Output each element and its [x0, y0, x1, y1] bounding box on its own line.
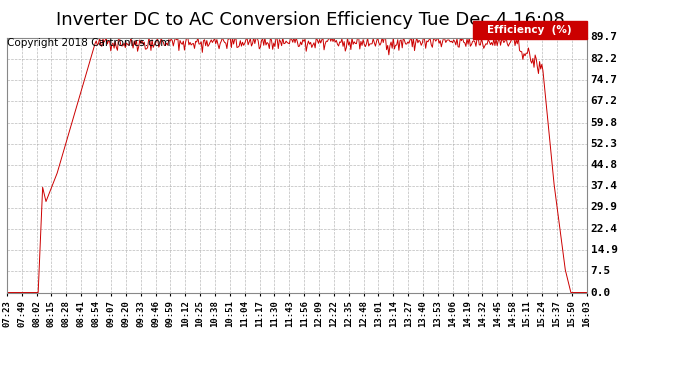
Text: 67.2: 67.2	[591, 96, 618, 106]
Text: Copyright 2018 Cartronics.com: Copyright 2018 Cartronics.com	[7, 38, 170, 48]
Text: 74.7: 74.7	[591, 75, 618, 85]
Text: 52.3: 52.3	[591, 139, 618, 149]
Text: Efficiency  (%): Efficiency (%)	[487, 26, 572, 35]
Text: 0.0: 0.0	[591, 288, 611, 297]
Text: 89.7: 89.7	[591, 33, 618, 42]
Text: 29.9: 29.9	[591, 202, 618, 213]
Text: 37.4: 37.4	[591, 181, 618, 191]
Text: 7.5: 7.5	[591, 266, 611, 276]
Text: 44.8: 44.8	[591, 160, 618, 170]
Text: 59.8: 59.8	[591, 117, 618, 128]
Text: 14.9: 14.9	[591, 245, 618, 255]
Text: 22.4: 22.4	[591, 224, 618, 234]
Text: 82.2: 82.2	[591, 54, 618, 64]
Text: Inverter DC to AC Conversion Efficiency Tue Dec 4 16:08: Inverter DC to AC Conversion Efficiency …	[56, 11, 565, 29]
